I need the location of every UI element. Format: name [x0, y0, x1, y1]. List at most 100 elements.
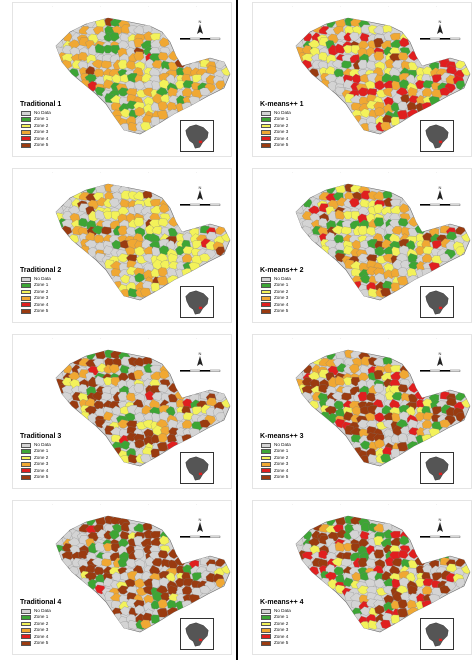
municipality-zone-0 [150, 116, 160, 127]
legend-item: Zone 4 [261, 302, 291, 308]
legend-swatch [261, 283, 271, 288]
municipality-zone-5 [181, 434, 193, 444]
municipality-zone-2 [446, 563, 457, 573]
municipality-zone-0 [117, 391, 129, 402]
municipality-zone-5 [126, 432, 137, 442]
legend-item: Zone 2 [261, 621, 291, 627]
brazil-locator-icon [180, 452, 214, 484]
legend: No Data Zone 1 Zone 2 Zone 3 Zone 4 Zone 5 [21, 276, 51, 314]
map-title: K-means++ 2 [260, 267, 304, 274]
north-arrow-icon: N [437, 19, 443, 34]
municipality-zone-2 [133, 217, 145, 227]
legend-item: Zone 1 [21, 116, 51, 122]
map-panel: · · · · N Traditional 4 No Data Zone 1 Zone 2 Zon… [12, 500, 232, 655]
grid-tick: · [196, 4, 197, 8]
municipality-zone-1 [446, 231, 457, 241]
municipality-zone-3 [156, 276, 169, 286]
north-arrow-icon: N [437, 185, 443, 200]
legend-label: Zone 2 [34, 122, 49, 128]
municipality-zone-0 [78, 383, 89, 394]
grid-tick: · [292, 170, 293, 174]
legend-swatch [21, 110, 31, 116]
legend-label: Zone 2 [274, 288, 289, 294]
municipality-zone-0 [91, 557, 104, 567]
legend-item: No Data [21, 442, 51, 448]
legend-swatch [21, 289, 31, 295]
legend-label: Zone 5 [274, 307, 289, 313]
municipality-zone-4 [421, 600, 433, 610]
grid-tick: · [292, 502, 293, 506]
municipality-zone-2 [191, 240, 203, 249]
legend-swatch [21, 276, 31, 282]
municipality-zone-4 [431, 74, 443, 83]
municipality-zone-5 [119, 530, 131, 540]
legend-swatch [21, 117, 31, 122]
municipality-zone-5 [78, 549, 89, 560]
municipality-zone-0 [357, 59, 369, 70]
municipality-zone-4 [357, 87, 370, 97]
municipality-zone-2 [119, 274, 131, 284]
municipality-zone-0 [327, 80, 338, 92]
map-frame [252, 334, 472, 489]
legend-label: Zone 4 [274, 135, 289, 141]
legend-swatch [261, 308, 271, 314]
municipality-zone-1 [422, 80, 434, 89]
legend-item: Zone 4 [21, 302, 51, 308]
legend-label: Zone 2 [34, 288, 49, 294]
state-map: · · · · N [252, 168, 472, 323]
municipality-zone-0 [373, 383, 385, 393]
municipality-zone-0 [359, 606, 371, 616]
municipality-zone-5 [431, 572, 443, 581]
municipality-zone-1 [119, 440, 131, 450]
grid-tick: · [196, 336, 197, 340]
legend-label: Zone 5 [34, 141, 49, 147]
legend-swatch [21, 455, 31, 461]
municipality-zone-5 [142, 585, 155, 596]
municipality-zone-1 [91, 225, 104, 235]
municipality-zone-1 [373, 217, 385, 227]
municipality-zone-4 [87, 80, 98, 92]
municipality-zone-0 [331, 391, 344, 401]
brazil-locator-icon [420, 286, 454, 318]
legend: No Data Zone 1 Zone 2 Zone 3 Zone 4 Zone 5 [261, 110, 291, 148]
legend-item: Zone 4 [261, 468, 291, 474]
legend-item: Zone 2 [21, 455, 51, 461]
grid-tick: · [340, 170, 341, 174]
municipality-zone-5 [366, 432, 377, 442]
municipality-zone-0 [87, 412, 98, 424]
municipality-zone-1 [78, 217, 89, 228]
legend-swatch [21, 449, 31, 454]
legend-label: Zone 1 [274, 282, 289, 288]
legend-swatch [21, 123, 31, 129]
municipality-zone-3 [397, 52, 409, 61]
brazil-locator-icon [420, 452, 454, 484]
legend-swatch [21, 129, 31, 135]
legend-label: No Data [274, 110, 291, 115]
municipality-zone-2 [366, 100, 377, 110]
municipality-zone-3 [125, 60, 137, 70]
municipality-zone-4 [359, 530, 371, 540]
legend-item: Zone 4 [21, 634, 51, 640]
municipality-zone-5 [365, 392, 377, 402]
municipality-zone-0 [349, 31, 360, 42]
legend-label: Zone 3 [274, 461, 289, 467]
legend-swatch [21, 634, 31, 640]
municipality-zone-2 [182, 412, 194, 421]
legend-swatch [21, 461, 31, 467]
municipality-zone-3 [78, 51, 89, 62]
grid-tick: · [148, 170, 149, 174]
municipality-zone-2 [157, 218, 169, 227]
municipality-zone-3 [151, 60, 163, 69]
municipality-zone-0 [439, 253, 451, 262]
legend-swatch [261, 615, 271, 620]
map-panel: · · · · N Traditional 3 No Data Zone 1 Zone 2 Zon… [12, 334, 232, 489]
legend: No Data Zone 1 Zone 2 Zone 3 Zone 4 Zone 5 [261, 276, 291, 314]
municipality-zone-3 [439, 419, 451, 428]
legend-swatch [21, 302, 31, 308]
municipality-zone-2 [367, 287, 379, 298]
municipality-zone-5 [91, 391, 104, 401]
column-divider [236, 0, 238, 660]
legend-label: Zone 5 [274, 141, 289, 147]
legend-swatch [261, 276, 271, 282]
legend-swatch [261, 123, 271, 129]
